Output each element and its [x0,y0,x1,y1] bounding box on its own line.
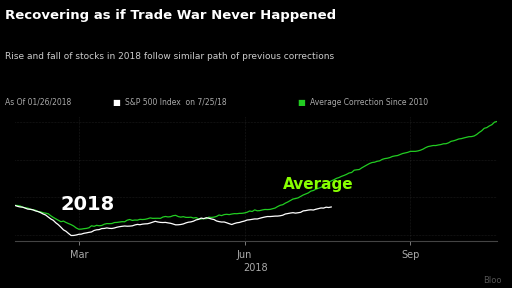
Text: ■: ■ [113,98,120,107]
Text: As Of 01/26/2018: As Of 01/26/2018 [5,98,71,107]
Text: Rise and fall of stocks in 2018 follow similar path of previous corrections: Rise and fall of stocks in 2018 follow s… [5,52,334,61]
Text: Average Correction Since 2010: Average Correction Since 2010 [310,98,428,107]
Text: Bloo: Bloo [483,276,502,285]
Text: ■: ■ [297,98,305,107]
Text: Average: Average [283,177,353,192]
Text: 2018: 2018 [61,195,115,214]
Text: Recovering as if Trade War Never Happened: Recovering as if Trade War Never Happene… [5,9,336,22]
X-axis label: 2018: 2018 [244,263,268,273]
Text: S&P 500 Index  on 7/25/18: S&P 500 Index on 7/25/18 [125,98,227,107]
